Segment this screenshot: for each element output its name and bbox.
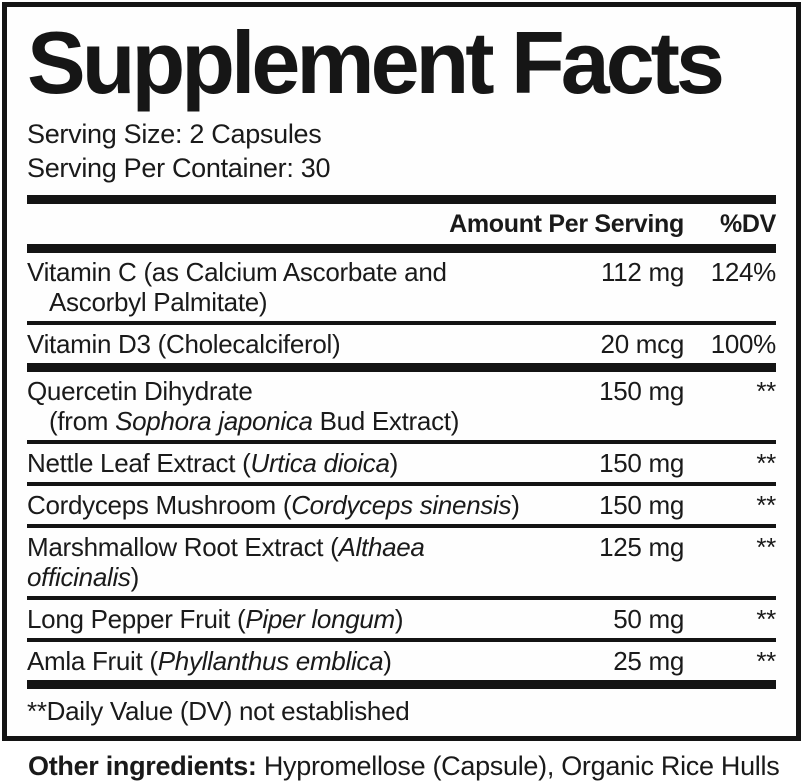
name-text: ) xyxy=(394,603,404,634)
table-header-row: Amount Per Serving %DV xyxy=(27,204,776,244)
ingredient-amount: 150 mg xyxy=(599,375,684,406)
ingredient-name-line: Vitamin D3 (Cholecalciferol) xyxy=(27,329,534,359)
ingredient-amount: 125 mg xyxy=(599,531,684,562)
ingredient-name: Vitamin D3 (Cholecalciferol) xyxy=(27,329,534,359)
divider-above-footnote xyxy=(27,679,776,689)
ingredient-dv: ** xyxy=(756,603,776,634)
botanical-name: Urtica dioica xyxy=(250,447,390,478)
divider-above-header xyxy=(27,194,776,204)
row-divider xyxy=(27,637,776,642)
ingredient-row: Long Pepper Fruit (Piper longum) 50 mg ** xyxy=(27,600,776,638)
botanical-name: Cordyceps sinensis xyxy=(291,489,512,520)
name-text: Amla Fruit ( xyxy=(27,645,158,676)
name-text: Ascorbyl Palmitate) xyxy=(49,286,268,317)
name-text: ) xyxy=(130,561,140,592)
ingredient-name-line: Marshmallow Root Extract (Althaea offici… xyxy=(27,532,534,592)
supplement-facts-panel: Supplement Facts Serving Size: 2 Capsule… xyxy=(2,2,801,741)
servings-per-container: Serving Per Container: 30 xyxy=(27,152,331,183)
row-divider xyxy=(27,481,776,486)
ingredient-row: Vitamin D3 (Cholecalciferol) 20 mcg 100% xyxy=(27,325,776,363)
ingredient-row: Nettle Leaf Extract (Urtica dioica) 150 m… xyxy=(27,444,776,482)
ingredient-dv: ** xyxy=(756,489,776,520)
botanical-name: Sophora japonica xyxy=(115,405,313,436)
name-text: Quercetin Dihydrate xyxy=(27,375,253,406)
ingredient-row: Marshmallow Root Extract (Althaea offici… xyxy=(27,528,776,596)
name-text: (from xyxy=(49,405,116,436)
ingredient-amount: 20 mcg xyxy=(600,328,685,359)
row-divider xyxy=(27,320,776,325)
ingredient-amount: 150 mg xyxy=(599,489,684,520)
other-ingredients-text: Hypromellose (Capsule), Organic Rice Hul… xyxy=(256,750,780,781)
ingredient-row: Vitamin C (as Calcium Ascorbate and Ascor… xyxy=(27,253,776,321)
row-divider xyxy=(27,523,776,528)
name-text: Nettle Leaf Extract ( xyxy=(27,447,251,478)
ingredient-name-line: Ascorbyl Palmitate) xyxy=(27,287,534,317)
ingredient-name: Long Pepper Fruit (Piper longum) xyxy=(27,604,534,634)
ingredient-name-line: Vitamin C (as Calcium Ascorbate and xyxy=(27,257,534,287)
ingredient-dv: 100% xyxy=(710,328,777,359)
ingredient-amount: 25 mg xyxy=(613,645,684,676)
ingredient-row: Cordyceps Mushroom (Cordyceps sinensis) 1… xyxy=(27,486,776,524)
name-text: Marshmallow Root Extract ( xyxy=(27,531,339,562)
percent-dv-header: %DV xyxy=(719,209,776,238)
ingredient-name-line: (from Sophora japonica Bud Extract) xyxy=(27,406,534,436)
botanical-name: Althaea officinalis xyxy=(27,531,425,592)
name-text: Cordyceps Mushroom ( xyxy=(27,489,292,520)
other-ingredients-label: Other ingredients: xyxy=(28,750,257,781)
ingredient-name: Amla Fruit (Phyllanthus emblica) xyxy=(27,646,534,676)
ingredient-amount: 112 mg xyxy=(601,256,684,287)
panel-title: Supplement Facts xyxy=(27,13,725,112)
ingredient-dv: ** xyxy=(756,531,776,562)
ingredient-name-line: Amla Fruit (Phyllanthus emblica) xyxy=(27,646,534,676)
ingredient-name: Quercetin Dihydrate (from Sophora japonic… xyxy=(27,376,534,436)
ingredient-dv: ** xyxy=(756,645,776,676)
row-divider xyxy=(27,439,776,444)
ingredient-name-line: Cordyceps Mushroom (Cordyceps sinensis) xyxy=(27,490,534,520)
ingredient-name-line: Long Pepper Fruit (Piper longum) xyxy=(27,604,534,634)
ingredient-row: Quercetin Dihydrate (from Sophora japonic… xyxy=(27,372,776,440)
amount-per-serving-header: Amount Per Serving xyxy=(449,209,684,238)
other-ingredients: Other ingredients: Hypromellose (Capsule… xyxy=(2,750,801,782)
ingredient-rows: Vitamin C (as Calcium Ascorbate and Ascor… xyxy=(27,253,776,680)
serving-size: Serving Size: 2 Capsules xyxy=(27,118,322,149)
name-text: Vitamin D3 (Cholecalciferol) xyxy=(27,328,341,359)
ingredient-amount: 150 mg xyxy=(599,447,684,478)
name-text: ) xyxy=(511,489,520,520)
daily-value-footnote: **Daily Value (DV) not established xyxy=(27,695,410,726)
ingredient-name: Cordyceps Mushroom (Cordyceps sinensis) xyxy=(27,490,534,520)
botanical-name: Piper longum xyxy=(245,603,395,634)
serving-info: Serving Size: 2 Capsules Serving Per Con… xyxy=(27,117,776,185)
ingredient-dv: ** xyxy=(756,375,776,406)
ingredient-name: Vitamin C (as Calcium Ascorbate and Ascor… xyxy=(27,257,534,317)
divider-below-header xyxy=(27,243,776,253)
botanical-name: Phyllanthus emblica xyxy=(157,645,384,676)
name-text: Bud Extract) xyxy=(312,405,460,436)
ingredient-name: Marshmallow Root Extract (Althaea offici… xyxy=(27,532,534,592)
name-text: Long Pepper Fruit ( xyxy=(27,603,246,634)
ingredient-name-line: Quercetin Dihydrate xyxy=(27,376,534,406)
ingredient-amount: 50 mg xyxy=(613,603,684,634)
ingredient-row: Amla Fruit (Phyllanthus emblica) 25 mg ** xyxy=(27,642,776,680)
ingredient-dv: ** xyxy=(756,447,776,478)
ingredient-name-line: Nettle Leaf Extract (Urtica dioica) xyxy=(27,448,534,478)
row-divider xyxy=(27,595,776,600)
row-divider xyxy=(27,362,776,372)
ingredient-dv: 124% xyxy=(710,256,777,287)
name-text: ) xyxy=(383,645,392,676)
name-text: ) xyxy=(389,447,399,478)
name-text: Vitamin C (as Calcium Ascorbate and xyxy=(27,256,447,287)
ingredient-name: Nettle Leaf Extract (Urtica dioica) xyxy=(27,448,534,478)
